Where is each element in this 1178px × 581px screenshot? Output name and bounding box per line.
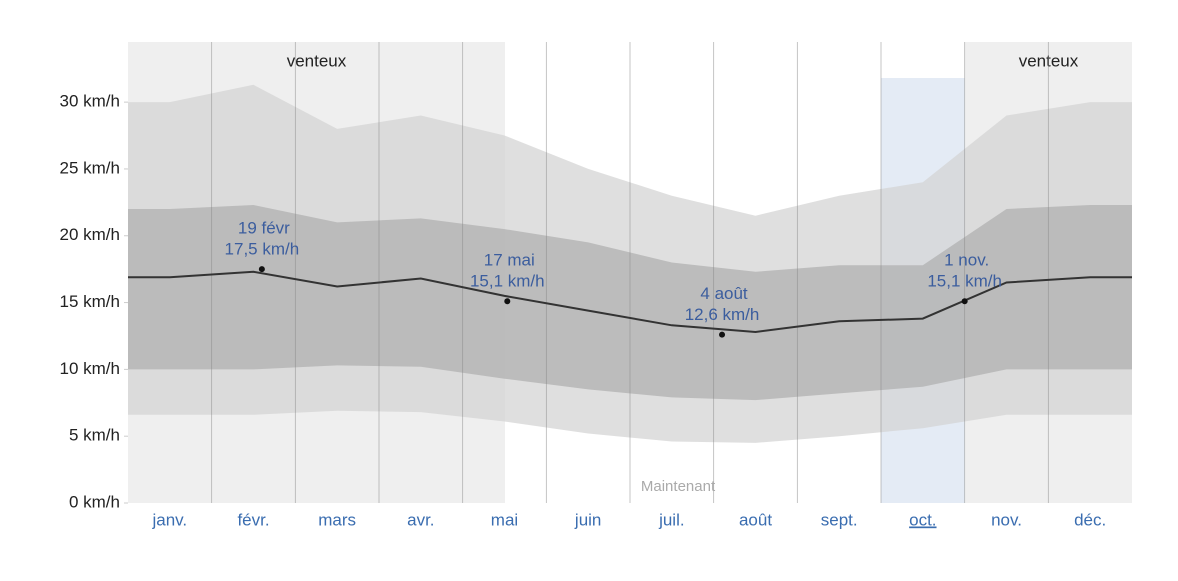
annotation-value: 17,5 km/h: [225, 240, 300, 259]
y-tick-label: 25 km/h: [60, 158, 120, 177]
now-label: Maintenant: [641, 478, 716, 495]
x-tick-label: sept.: [821, 510, 858, 529]
x-tick-label: mars: [318, 510, 356, 529]
x-tick-label: avr.: [407, 510, 434, 529]
x-tick-label: févr.: [237, 510, 269, 529]
annotation-date: 4 août: [700, 284, 748, 303]
annotation-dot: [258, 266, 265, 273]
annotation-dot: [504, 298, 511, 305]
x-tick-label: mai: [491, 510, 518, 529]
annotation-date: 1 nov.: [944, 251, 989, 270]
y-tick-label: 20 km/h: [60, 225, 120, 244]
annotation-value: 15,1 km/h: [927, 272, 1002, 291]
x-tick-label: oct.: [909, 510, 936, 529]
annotation-dot: [961, 298, 968, 305]
y-tick-label: 10 km/h: [60, 359, 120, 378]
annotation-value: 15,1 km/h: [470, 272, 545, 291]
zone-label: venteux: [1019, 51, 1079, 70]
annotation-value: 12,6 km/h: [685, 305, 760, 324]
annotation-date: 19 févr: [238, 219, 290, 238]
x-tick-label: nov.: [991, 510, 1022, 529]
median-line: [128, 270, 1132, 334]
y-tick-label: 5 km/h: [69, 426, 120, 445]
y-tick-label: 15 km/h: [60, 292, 120, 311]
x-tick-label: juil.: [658, 510, 685, 529]
zone-label: venteux: [287, 51, 347, 70]
y-tick-label: 0 km/h: [69, 492, 120, 511]
x-tick-label: déc.: [1074, 510, 1106, 529]
annotation-date: 17 mai: [484, 251, 535, 270]
x-tick-label: janv.: [152, 510, 188, 529]
x-tick-label: août: [739, 510, 772, 529]
x-tick-label: juin: [574, 510, 601, 529]
annotation-dot: [719, 331, 726, 338]
y-tick-label: 30 km/h: [60, 92, 120, 111]
